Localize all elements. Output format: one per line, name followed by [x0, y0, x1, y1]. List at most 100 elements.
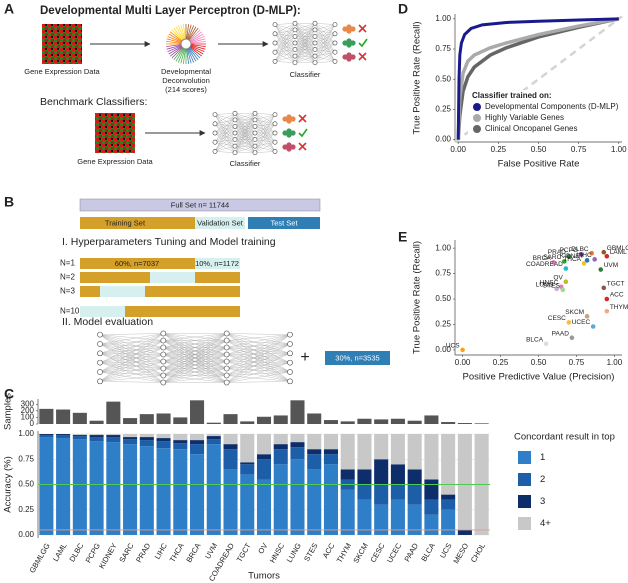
x-tick-label: 0.50 — [531, 145, 547, 154]
net-edge — [214, 126, 236, 152]
legend-swatch — [473, 103, 481, 111]
net-edge — [314, 42, 336, 63]
net-edge — [314, 23, 336, 53]
y-tick-label: 0.50 — [435, 74, 451, 83]
net-edge — [99, 362, 164, 369]
net-edge — [226, 381, 291, 383]
point-label: SARC — [543, 254, 561, 261]
training-bar — [80, 258, 240, 269]
net-edge — [226, 353, 291, 376]
caption: (214 scores) — [165, 85, 207, 94]
stack-segment — [39, 435, 54, 438]
x-tick-label: SKCM — [351, 541, 370, 564]
stack-segment — [223, 449, 238, 470]
net-edge — [99, 353, 164, 355]
stack-segment — [56, 434, 71, 436]
section-title: I. Hyperparameters Tuning and Model trai… — [62, 236, 276, 248]
net-edge — [226, 353, 291, 383]
bar — [89, 420, 104, 424]
x-tick-label: LAML — [51, 541, 69, 562]
bar — [139, 414, 154, 424]
validation-bar — [100, 286, 145, 297]
net-node — [332, 59, 338, 64]
class-icon — [290, 130, 296, 136]
net-edge — [214, 113, 236, 152]
net-node — [332, 31, 338, 37]
x-axis-label: Tumors — [248, 571, 280, 582]
stack-segment — [273, 464, 288, 535]
net-edge — [274, 42, 296, 50]
net-edge — [226, 375, 291, 382]
net-edge — [99, 347, 164, 354]
net-node — [223, 379, 230, 386]
y-tick-label: 0.50 — [18, 480, 34, 489]
check-icon — [358, 38, 368, 48]
network-icon — [97, 330, 293, 386]
bar — [374, 419, 389, 424]
legend-swatch — [473, 114, 481, 122]
bar — [56, 409, 71, 424]
x-tick-label: 1.00 — [611, 145, 627, 154]
net-node — [287, 341, 293, 347]
stack-segment — [206, 434, 221, 437]
net-node — [160, 358, 167, 365]
net-edge — [234, 113, 256, 134]
class-icon — [282, 144, 288, 150]
y-tick-label: 0.25 — [435, 320, 451, 329]
net-edge — [274, 52, 296, 57]
stack-segment — [139, 446, 154, 535]
net-edge — [254, 113, 276, 143]
net-edge — [274, 24, 296, 50]
net-node — [272, 121, 278, 127]
net-edge — [314, 33, 336, 63]
bar — [39, 408, 54, 424]
stack-segment — [173, 440, 188, 444]
net-edge — [314, 52, 336, 57]
y-tick-label: 100 — [21, 413, 35, 422]
net-edge — [226, 371, 291, 376]
caption: Gene Expression Data — [24, 67, 100, 76]
section-title: II. Model evaluation — [62, 316, 153, 328]
net-edge — [99, 371, 164, 376]
section-title: Benchmark Classifiers: — [40, 96, 147, 108]
x-tick-label: LUNG — [285, 541, 303, 564]
fold-rows: N=1 60%, n=7037 10%, n=1172 N=2 N=3 N=10 — [60, 258, 240, 317]
net-node — [232, 130, 238, 136]
net-edge — [314, 24, 336, 44]
net-edge — [314, 42, 336, 53]
cross-icon — [298, 114, 307, 123]
net-edge — [214, 114, 236, 147]
net-edge — [314, 23, 336, 25]
net-edge — [254, 123, 276, 147]
stack-segment — [190, 440, 205, 445]
bar — [323, 420, 338, 424]
net-edge — [214, 119, 236, 152]
full-set-bar — [79, 198, 321, 212]
net-edge — [226, 361, 291, 373]
net-edge — [226, 343, 291, 369]
scatter-point — [563, 279, 569, 285]
class-icon — [286, 128, 292, 134]
scatter-point — [566, 253, 572, 259]
scatter-point — [604, 296, 610, 302]
net-edge — [234, 146, 256, 153]
net-edge — [99, 340, 164, 354]
net-edge — [99, 333, 164, 363]
net-edge — [274, 49, 296, 53]
net-node — [292, 53, 298, 59]
network-icon — [272, 20, 338, 66]
scatter-point — [543, 341, 549, 347]
stack-segment — [190, 454, 205, 535]
legend-swatch — [518, 517, 531, 530]
stack-segment — [240, 434, 255, 463]
stack-segment — [374, 459, 389, 485]
training-bar — [80, 306, 240, 317]
stack-segment — [206, 439, 221, 445]
class-icon — [346, 24, 352, 30]
x-tick-label: BLCA — [419, 541, 437, 562]
net-node — [272, 22, 278, 27]
bar — [474, 423, 489, 424]
net-edge — [314, 42, 336, 57]
net-edge — [294, 23, 316, 63]
class-icon — [282, 130, 288, 136]
